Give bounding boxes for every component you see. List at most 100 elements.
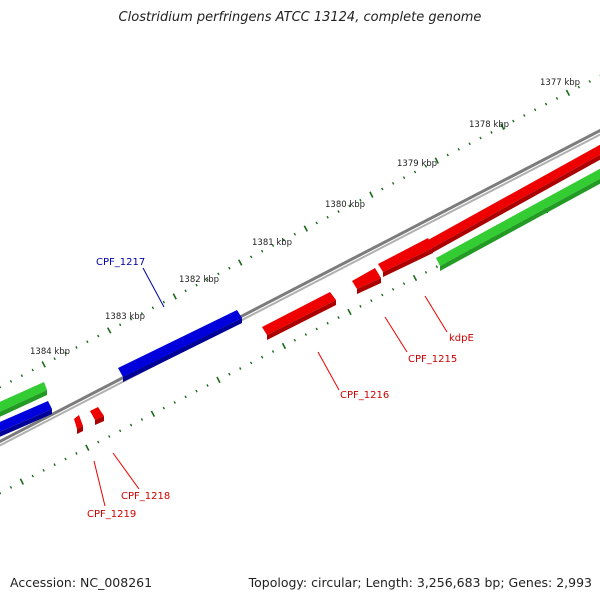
minor-tick [304, 333, 308, 336]
reverse-strand-features [0, 168, 600, 437]
minor-tick [42, 468, 45, 472]
minor-tick [249, 255, 253, 259]
minor-tick [577, 85, 581, 89]
scale-label: 1377 kbp [540, 78, 580, 88]
minor-tick [195, 283, 198, 287]
minor-tick [195, 389, 198, 393]
gene-cpf1216 [262, 292, 336, 340]
minor-tick [0, 385, 2, 389]
minor-tick [53, 357, 56, 361]
gene-label-cpf1217: CPF_1217 [96, 257, 145, 268]
minor-tick [53, 463, 56, 467]
minor-tick [118, 323, 122, 327]
minor-tick [173, 401, 176, 404]
minor-tick [162, 406, 166, 410]
major-tick [369, 191, 374, 198]
minor-tick [359, 198, 362, 202]
minor-tick [348, 204, 351, 208]
minor-tick [381, 187, 384, 191]
minor-tick [97, 440, 100, 444]
scale-labels: 1377 kbp 1378 kbp 1379 kbp 1380 kbp 1381… [30, 78, 580, 357]
scale-label: 1381 kbp [252, 238, 292, 248]
minor-tick [9, 379, 13, 383]
minor-tick [337, 316, 340, 320]
scale-label: 1378 kbp [469, 120, 509, 130]
minor-tick [512, 119, 515, 123]
minor-tick [129, 317, 133, 321]
gene-blue-reverse-left [0, 401, 52, 437]
gene-green-reverse-right [436, 168, 600, 271]
minor-tick [424, 164, 428, 168]
scale-label: 1382 kbp [179, 275, 219, 285]
minor-tick [326, 215, 329, 219]
accession-text: Accession: NC_008261 [10, 575, 153, 590]
gene-cpf1217 [118, 310, 242, 382]
leader-cpf1217 [142, 267, 165, 308]
major-tick [216, 376, 221, 384]
minor-tick [381, 293, 384, 297]
minor-tick [0, 491, 2, 495]
leader-cpf1218 [112, 452, 140, 490]
minor-tick [118, 429, 122, 433]
minor-tick [184, 289, 187, 293]
minor-tick [555, 97, 559, 100]
gene-label-cpf1218: CPF_1218 [121, 491, 170, 502]
forward-strand-features [0, 144, 600, 417]
minor-tick [457, 147, 460, 151]
minor-tick [315, 221, 318, 225]
minor-tick [151, 306, 155, 310]
minor-tick [479, 136, 482, 140]
gene-kdpe [378, 238, 433, 277]
minor-tick [326, 321, 329, 325]
minor-tick [64, 351, 67, 355]
major-tick [150, 410, 156, 417]
gene-label-cpf1216: CPF_1216 [340, 390, 389, 401]
minor-tick [391, 287, 395, 291]
gene-label-cpf1215: CPF_1215 [408, 354, 457, 365]
minor-tick [271, 350, 275, 353]
minor-tick [468, 142, 471, 146]
minor-tick [129, 423, 133, 427]
major-tick [303, 225, 309, 232]
gene-cpf1215 [352, 268, 381, 294]
minor-tick [249, 361, 253, 365]
minor-tick [315, 327, 318, 331]
major-tick [172, 293, 177, 300]
minor-tick [293, 232, 297, 236]
minor-tick [435, 265, 439, 269]
minor-tick [31, 368, 34, 372]
minor-tick [86, 340, 89, 344]
gene-cpf1218 [90, 407, 104, 425]
scale-label: 1380 kbp [325, 200, 365, 210]
minor-tick [97, 334, 100, 338]
minor-tick [260, 355, 264, 359]
minor-tick [31, 474, 34, 478]
minor-tick [359, 304, 362, 308]
major-tick [347, 308, 352, 316]
gene-red-forward-right [428, 144, 600, 253]
minor-tick [588, 80, 591, 83]
minor-tick [20, 374, 24, 378]
minor-tick [64, 457, 67, 461]
gene-label-cpf1219: CPF_1219 [87, 509, 136, 520]
minor-tick [402, 176, 406, 180]
major-tick [565, 89, 571, 96]
minor-tick [162, 300, 166, 304]
minor-tick [228, 372, 231, 376]
minor-tick [217, 272, 220, 276]
minor-tick [370, 299, 373, 303]
minor-tick [206, 384, 209, 387]
scale-label: 1384 kbp [30, 347, 70, 357]
minor-tick [293, 338, 297, 342]
genome-backbone [0, 128, 600, 447]
minor-tick [184, 395, 187, 399]
major-tick [434, 157, 440, 164]
minor-tick [413, 170, 417, 174]
gene-leader-lines [93, 267, 448, 507]
minor-tick [523, 114, 526, 117]
gene-cpf1219 [74, 415, 83, 434]
gene-label-kdpe: kdpE [449, 333, 474, 344]
minor-tick [260, 249, 264, 253]
minor-tick [544, 102, 548, 106]
